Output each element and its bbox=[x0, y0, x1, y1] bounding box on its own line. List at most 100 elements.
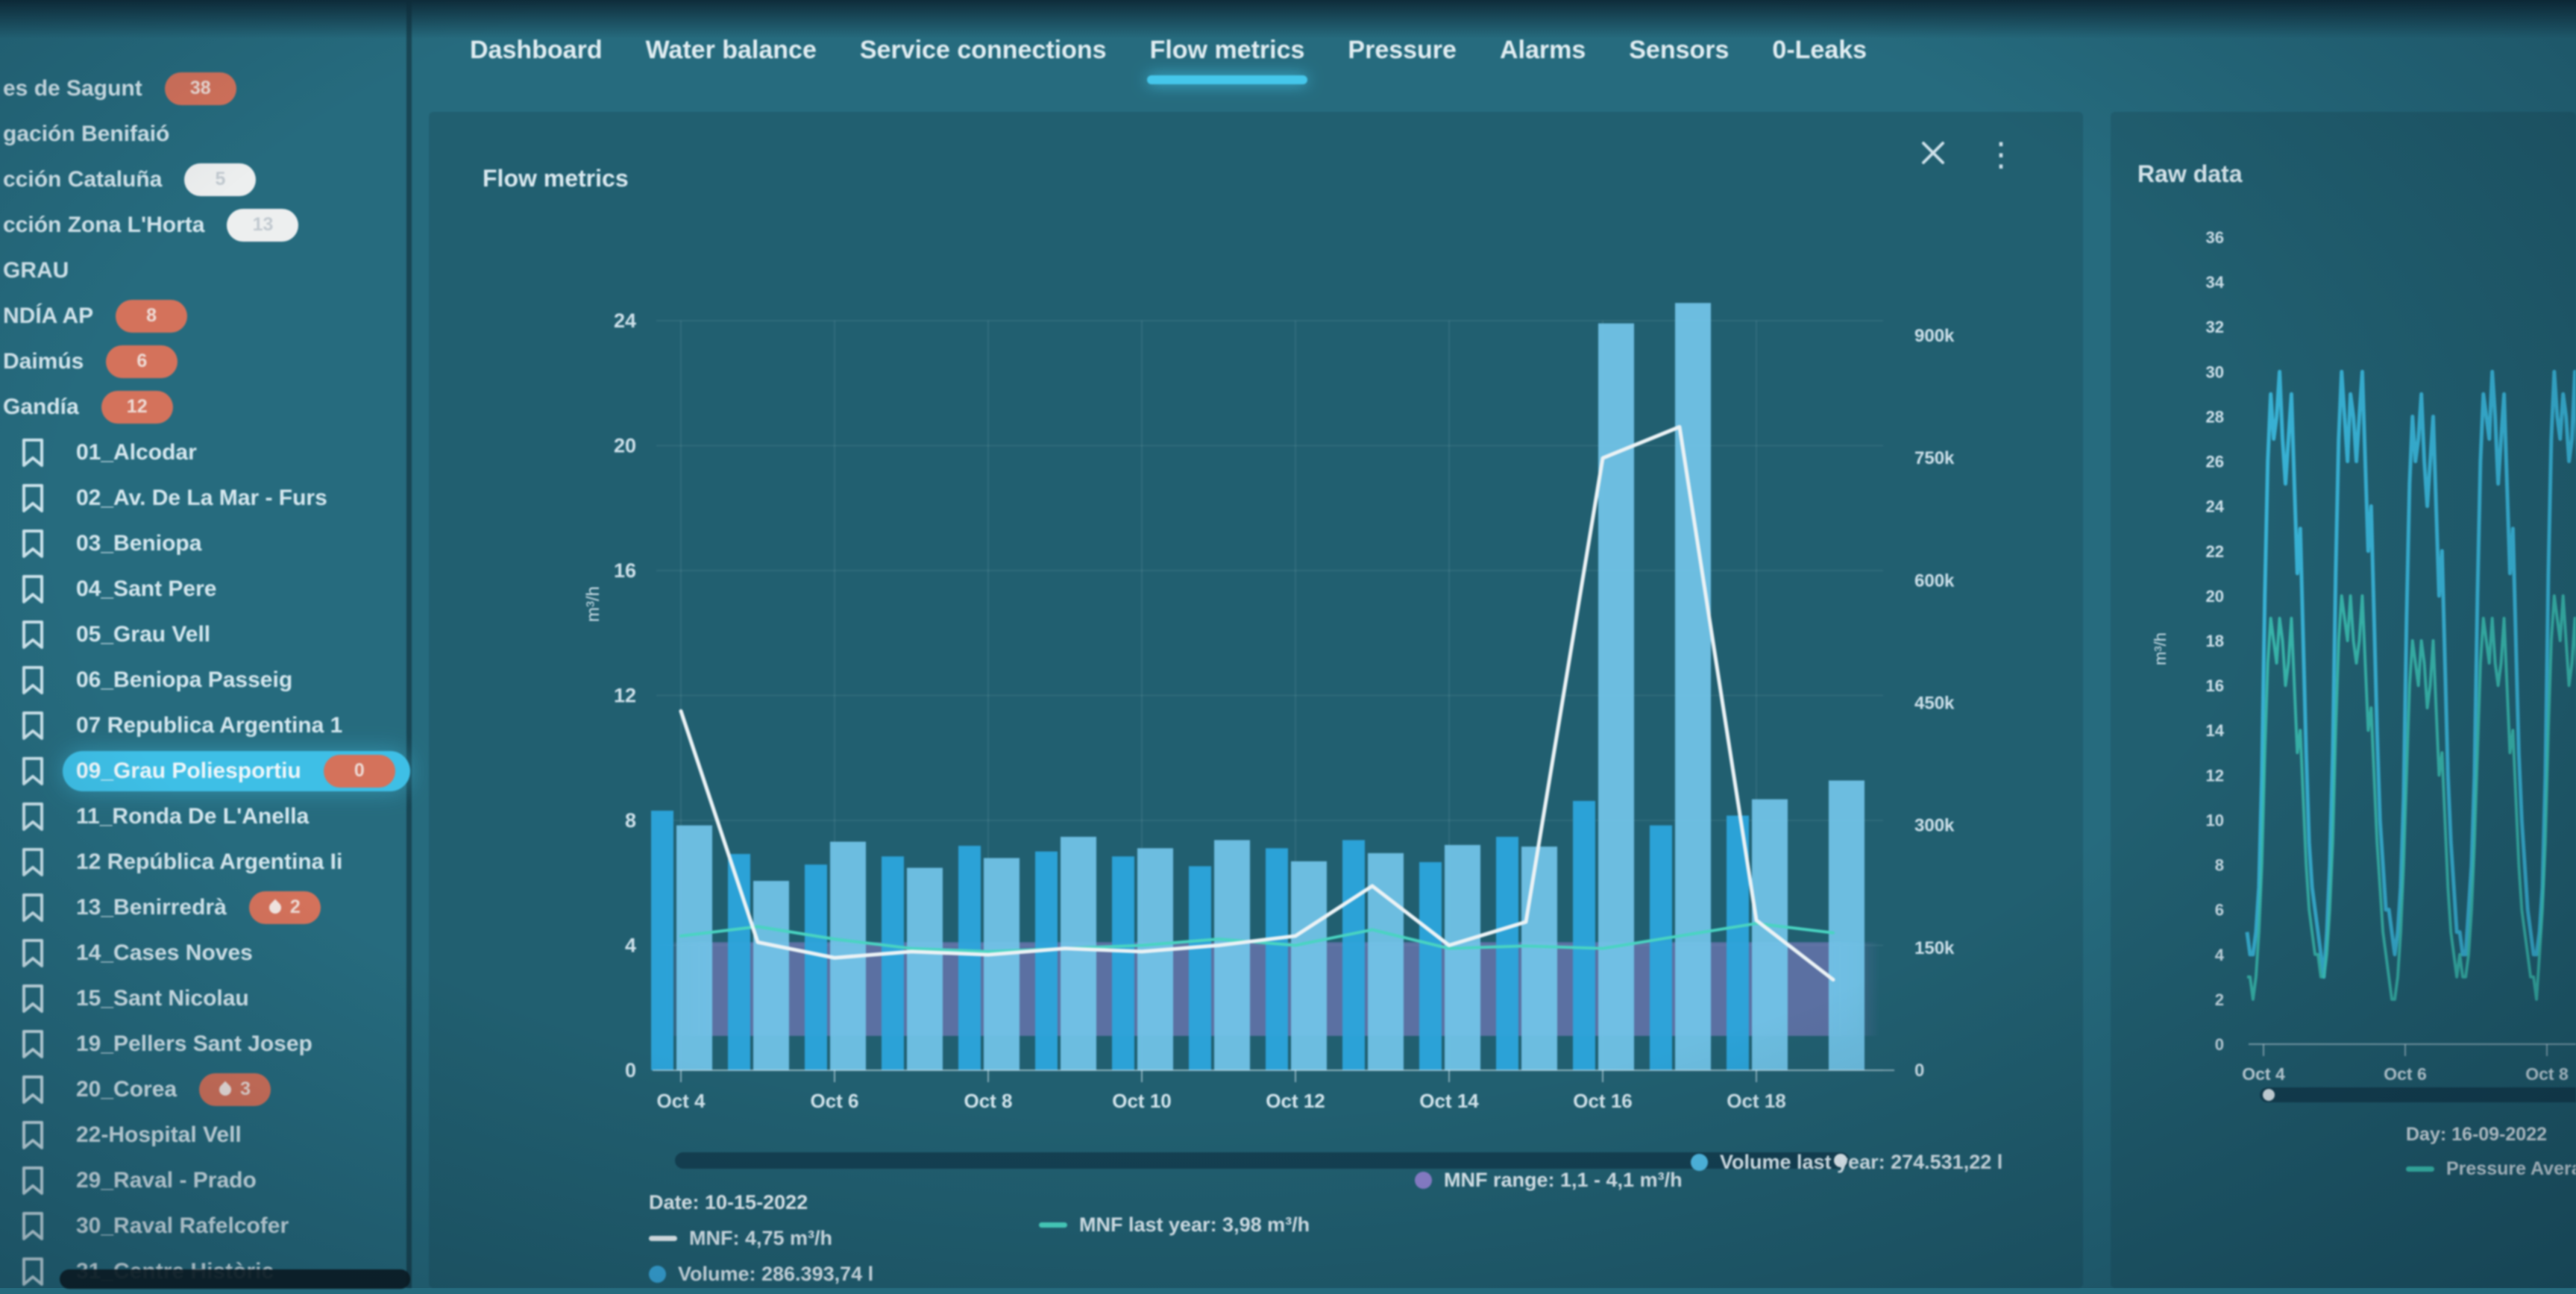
svg-text:24: 24 bbox=[614, 310, 636, 332]
bar-volume[interactable] bbox=[1189, 866, 1211, 1070]
tab-0-leaks[interactable]: 0-Leaks bbox=[1772, 36, 1867, 64]
sidebar-item-label: NDÍA AP bbox=[3, 303, 94, 328]
bar-volume[interactable] bbox=[1650, 825, 1672, 1070]
bar-volume-last-year[interactable] bbox=[1675, 303, 1711, 1071]
bar-volume[interactable] bbox=[882, 856, 904, 1070]
sidebar-item-label: 05_Grau Vell bbox=[76, 621, 211, 647]
bar-volume-last-year[interactable] bbox=[753, 881, 789, 1070]
svg-text:20: 20 bbox=[2206, 587, 2224, 606]
tab-sensors[interactable]: Sensors bbox=[1629, 36, 1730, 64]
sidebar-item-label-wrap: 06_Beniopa Passeig bbox=[63, 664, 307, 697]
bar-volume[interactable] bbox=[1419, 861, 1442, 1070]
tab-flow-metrics[interactable]: Flow metrics bbox=[1146, 36, 1308, 84]
sidebar-item[interactable]: 29_Raval - Prado bbox=[0, 1158, 409, 1203]
sidebar-item[interactable]: 22-Hospital Vell bbox=[0, 1112, 409, 1158]
sidebar-item[interactable]: 11_Ronda De L'Anella bbox=[0, 794, 409, 839]
sidebar-item-label-wrap: NDÍA AP 8 bbox=[0, 296, 202, 336]
bar-volume-last-year[interactable] bbox=[1521, 847, 1557, 1070]
bar-volume[interactable] bbox=[651, 810, 673, 1070]
svg-text:600k: 600k bbox=[1914, 571, 1955, 591]
svg-text:20: 20 bbox=[614, 435, 636, 457]
sidebar-item[interactable]: NDÍA AP 8 bbox=[0, 293, 409, 339]
sidebar-item[interactable]: cción Zona L'Horta 13 bbox=[0, 202, 409, 248]
sidebar-item[interactable]: 04_Sant Pere bbox=[0, 566, 409, 612]
sidebar-item[interactable]: 20_Corea 3 bbox=[0, 1067, 409, 1112]
sidebar-item[interactable]: 02_Av. De La Mar - Furs bbox=[0, 475, 409, 521]
sidebar-item[interactable]: 03_Beniopa bbox=[0, 521, 409, 566]
bar-volume[interactable] bbox=[1573, 800, 1595, 1070]
bar-volume[interactable] bbox=[1496, 836, 1518, 1070]
sidebar-item[interactable]: 19_Pellers Sant Josep bbox=[0, 1021, 409, 1067]
sidebar-item-label-wrap: cción Cataluña 5 bbox=[0, 160, 271, 200]
sidebar-item[interactable]: es de Sagunt 38 bbox=[0, 66, 409, 111]
raw-chart-scrollbar[interactable] bbox=[2260, 1087, 2576, 1102]
flow-legend-col1: Date: 10-15-2022 MNF: 4,75 m³/h Volume: … bbox=[649, 1184, 873, 1292]
bar-volume-last-year[interactable] bbox=[1214, 840, 1250, 1070]
svg-text:12: 12 bbox=[2206, 766, 2224, 785]
sidebar-item-label: cción Zona L'Horta bbox=[3, 212, 205, 237]
sidebar-item[interactable]: gación Benifaió bbox=[0, 111, 409, 157]
sidebar-item-label: 22-Hospital Vell bbox=[76, 1122, 242, 1147]
sidebar-item[interactable]: Daimús 6 bbox=[0, 339, 409, 384]
sidebar-item-label-wrap: 09_Grau Poliesportiu 0 bbox=[63, 750, 410, 791]
sidebar-item[interactable]: 05_Grau Vell bbox=[0, 612, 409, 657]
sidebar-item-label-wrap: 03_Beniopa bbox=[63, 527, 216, 560]
tab-water-balance[interactable]: Water balance bbox=[645, 36, 817, 64]
bar-volume[interactable] bbox=[1266, 848, 1288, 1070]
bar-volume-last-year[interactable] bbox=[1291, 861, 1327, 1070]
svg-text:450k: 450k bbox=[1914, 694, 1955, 714]
bar-volume[interactable] bbox=[1342, 840, 1365, 1070]
sidebar-item-label-wrap: 29_Raval - Prado bbox=[63, 1164, 271, 1197]
tab-alarms[interactable]: Alarms bbox=[1499, 36, 1586, 64]
bookmark-icon bbox=[22, 620, 43, 649]
svg-text:Oct 18: Oct 18 bbox=[1727, 1090, 1786, 1112]
tab-pressure[interactable]: Pressure bbox=[1348, 36, 1457, 64]
bar-volume-last-year[interactable] bbox=[907, 867, 943, 1070]
svg-text:4: 4 bbox=[625, 935, 636, 957]
sidebar-item[interactable]: 12 República Argentina Ii bbox=[0, 839, 409, 885]
flow-legend-col2: MNF last year: 3,98 m³/h bbox=[1039, 1207, 1310, 1243]
main-tab-bar: Dashboard Water balance Service connection… bbox=[470, 36, 1867, 84]
mnf-range-dot-swatch bbox=[1415, 1171, 1432, 1189]
video-scrub-bar[interactable] bbox=[60, 1269, 410, 1289]
bar-volume[interactable] bbox=[805, 864, 827, 1070]
sidebar-item[interactable]: 30_Raval Rafelcofer bbox=[0, 1203, 409, 1249]
svg-text:Oct 16: Oct 16 bbox=[1573, 1090, 1633, 1112]
sidebar-item[interactable]: 06_Beniopa Passeig bbox=[0, 657, 409, 703]
sidebar-item[interactable]: 01_Alcodar bbox=[0, 430, 409, 475]
bar-volume-last-year[interactable] bbox=[1445, 844, 1480, 1070]
svg-text:18: 18 bbox=[2206, 632, 2224, 650]
bar-volume-last-year[interactable] bbox=[676, 825, 712, 1070]
sidebar-item[interactable]: 14_Cases Noves bbox=[0, 930, 409, 976]
volume-last-year-dot-swatch bbox=[1691, 1153, 1708, 1171]
flow-metrics-chart[interactable]: 0 4 8 12 16 20 24 m³/h 0 150k 300k 450k 600k 750k 900k… bbox=[429, 112, 2083, 1288]
bar-volume-last-year[interactable] bbox=[1598, 323, 1634, 1070]
tab-dashboard[interactable]: Dashboard bbox=[470, 36, 603, 64]
sidebar-item[interactable]: 07 Republica Argentina 1 bbox=[0, 703, 409, 748]
sidebar-item[interactable]: Gandía 12 bbox=[0, 384, 409, 430]
svg-text:12: 12 bbox=[614, 685, 636, 707]
sidebar-item[interactable]: 15_Sant Nicolau bbox=[0, 976, 409, 1021]
sidebar-item-label-wrap: 20_Corea 3 bbox=[63, 1070, 286, 1110]
sidebar-item-label-wrap: 04_Sant Pere bbox=[63, 573, 231, 606]
raw-data-chart[interactable]: 363432302826242220181614121086420m³/hOct… bbox=[2111, 112, 2576, 1288]
bar-volume-last-year[interactable] bbox=[1752, 799, 1788, 1070]
sidebar-item[interactable]: cción Cataluña 5 bbox=[0, 157, 409, 202]
sidebar-item[interactable]: 09_Grau Poliesportiu 0 bbox=[0, 748, 410, 794]
raw-scrollbar-handle[interactable] bbox=[2263, 1089, 2275, 1101]
bar-volume-last-year[interactable] bbox=[1829, 780, 1865, 1070]
bookmark-icon bbox=[22, 847, 43, 876]
bar-volume-last-year[interactable] bbox=[984, 858, 1020, 1070]
bar-volume[interactable] bbox=[1112, 856, 1134, 1070]
sidebar-item-label-wrap: 30_Raval Rafelcofer bbox=[63, 1210, 304, 1243]
sidebar-item[interactable]: GRAU bbox=[0, 248, 409, 293]
tab-service-connections[interactable]: Service connections bbox=[859, 36, 1107, 64]
svg-text:30: 30 bbox=[2206, 362, 2224, 381]
sidebar-item-label-wrap: es de Sagunt 38 bbox=[0, 69, 251, 109]
bar-volume-last-year[interactable] bbox=[1137, 848, 1173, 1070]
sidebar-item[interactable]: 13_Benirredrà 2 bbox=[0, 885, 409, 930]
bar-volume-last-year[interactable] bbox=[1061, 836, 1096, 1070]
bar-volume[interactable] bbox=[1035, 851, 1058, 1070]
bar-volume[interactable] bbox=[958, 846, 981, 1070]
sidebar-item-label: es de Sagunt bbox=[3, 75, 142, 101]
